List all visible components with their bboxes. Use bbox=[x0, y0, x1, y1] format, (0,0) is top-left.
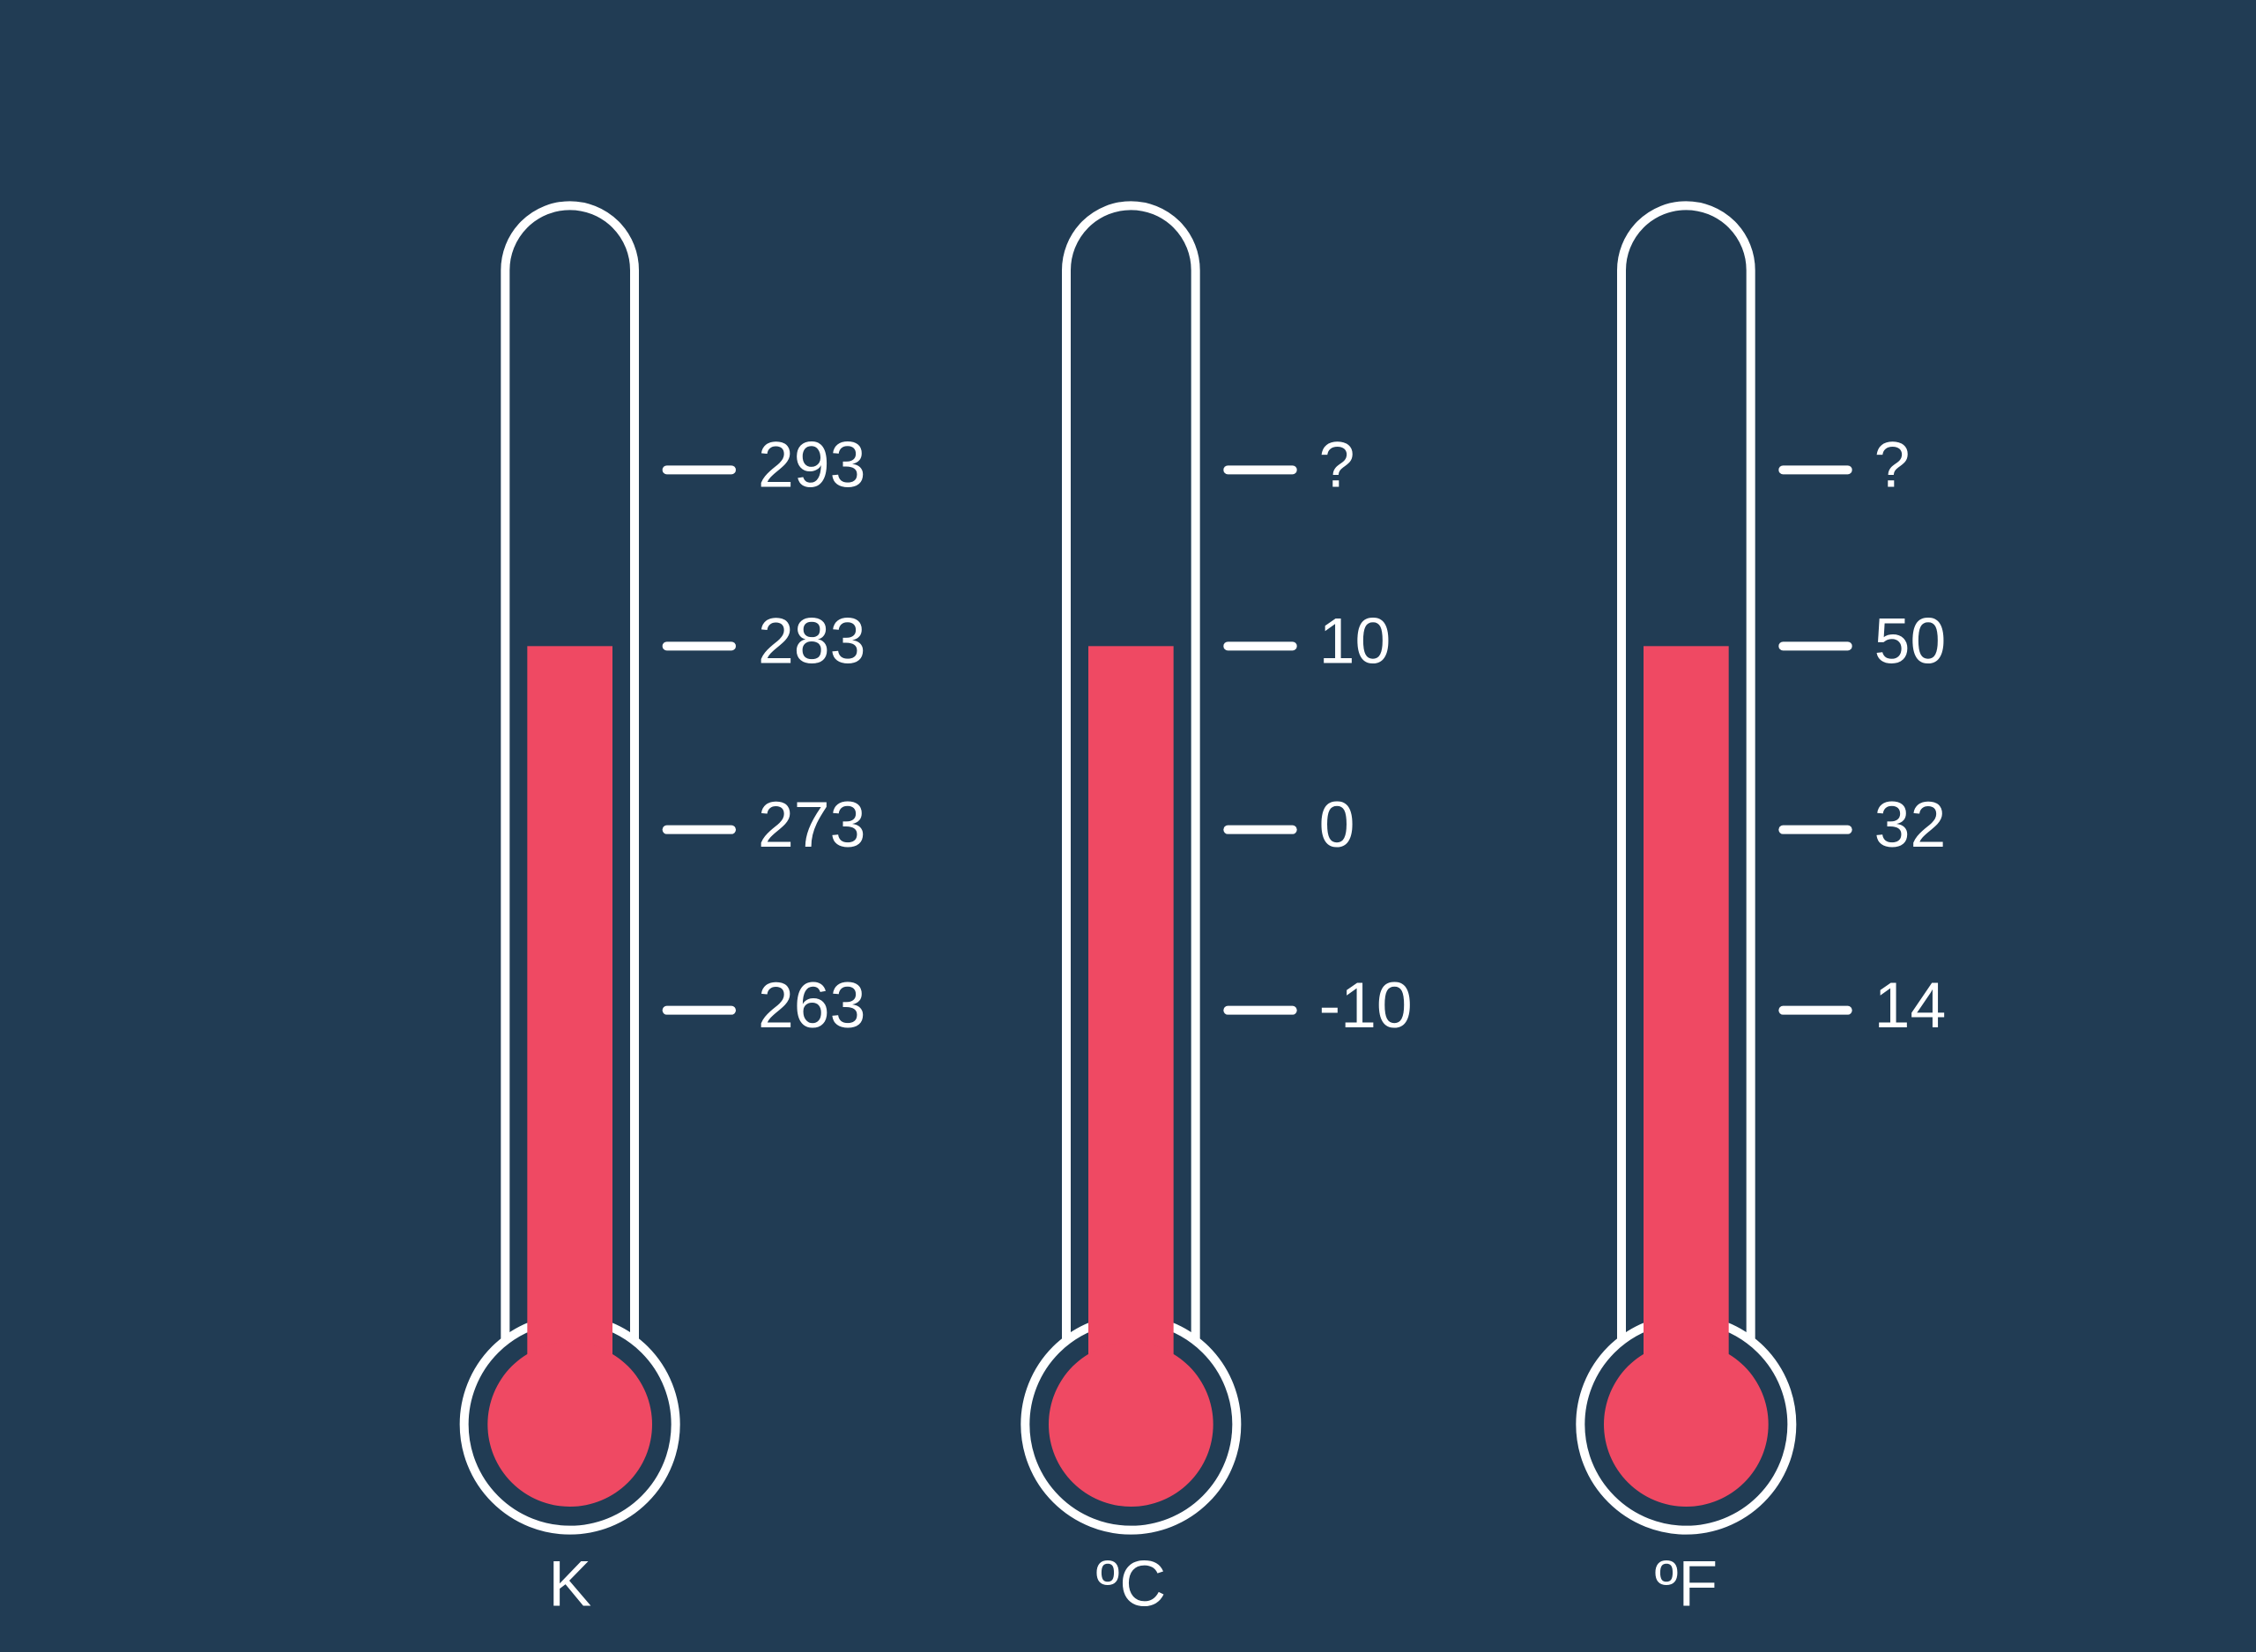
unit-label: ºC bbox=[1095, 1548, 1166, 1620]
unit-label: K bbox=[548, 1548, 591, 1620]
tick-label: 0 bbox=[1319, 789, 1355, 861]
thermometer-fluid-column bbox=[1088, 646, 1174, 1424]
thermometer-bulb-fluid bbox=[487, 1342, 652, 1507]
thermometer-bulb-fluid bbox=[1049, 1342, 1213, 1507]
tick-label: -10 bbox=[1319, 969, 1413, 1041]
tick-label: 32 bbox=[1874, 789, 1947, 861]
thermometer-celsius: ? 10 0 -10 ºC bbox=[1025, 205, 1412, 1619]
tick-label: 14 bbox=[1874, 969, 1947, 1041]
unit-label: ºF bbox=[1655, 1548, 1718, 1620]
tick-label: 263 bbox=[758, 969, 865, 1041]
thermometer-fluid-column bbox=[527, 646, 612, 1424]
tick-label: 273 bbox=[758, 789, 865, 861]
tick-label: 50 bbox=[1874, 605, 1947, 678]
tick-label: ? bbox=[1319, 429, 1355, 501]
thermometer-fahrenheit: ? 50 32 14 ºF bbox=[1580, 205, 1946, 1619]
tick-label: ? bbox=[1874, 429, 1911, 501]
thermometer-bulb-fluid bbox=[1604, 1342, 1769, 1507]
tick-label: 293 bbox=[758, 429, 865, 501]
tick-label: 283 bbox=[758, 605, 865, 678]
thermometer-fluid-column bbox=[1644, 646, 1729, 1424]
thermometer-diagram: 293 283 273 263 K? 10 0 -10 ºC? 50 32 14 ºF bbox=[0, 0, 2256, 1652]
thermometer-kelvin: 293 283 273 263 K bbox=[464, 205, 866, 1619]
tick-label: 10 bbox=[1319, 605, 1391, 678]
